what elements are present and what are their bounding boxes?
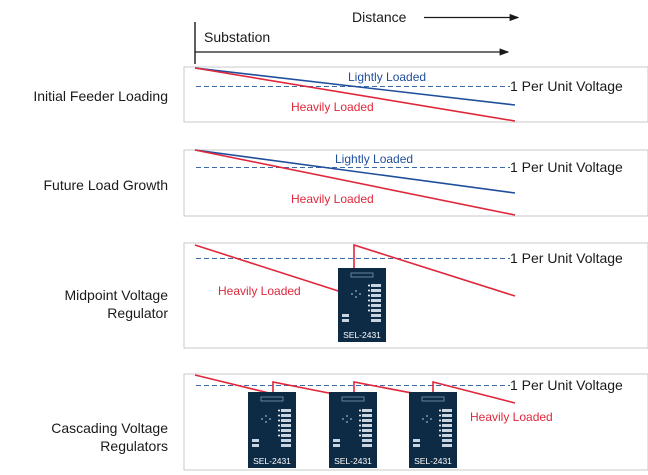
regulator-device-1: SEL-2431 <box>248 392 296 468</box>
regulator-device-2: SEL-2431 <box>329 392 377 468</box>
panel-frame <box>183 66 648 123</box>
regulator-model-label: SEL-2431 <box>334 456 372 466</box>
heavily-loaded-label: Heavily Loaded <box>218 284 301 298</box>
regulator-model-label: SEL-2431 <box>343 330 381 340</box>
panel-frame <box>183 149 648 217</box>
reference-label: 1 Per Unit Voltage <box>510 250 623 266</box>
panel-future-load-growth: Future Load Growth 1 Per Unit Voltage Li… <box>43 149 648 217</box>
panel-cascading-voltage-regulators: Cascading Voltage Regulators 1 Per Unit … <box>51 373 648 471</box>
lightly-loaded-label: Lightly Loaded <box>335 152 413 166</box>
panel-initial-feeder-loading: Initial Feeder Loading 1 Per Unit Voltag… <box>33 66 648 123</box>
panel-title-line-2: Regulator <box>107 305 168 321</box>
reference-label: 1 Per Unit Voltage <box>510 78 623 94</box>
heavily-loaded-line <box>194 149 516 216</box>
distance-label: Distance <box>352 9 407 25</box>
substation-label: Substation <box>204 29 270 45</box>
reference-label: 1 Per Unit Voltage <box>510 159 623 175</box>
panel-title-line-2: Regulators <box>100 438 168 454</box>
regulator-model-label: SEL-2431 <box>253 456 291 466</box>
panel-midpoint-voltage-regulator: Midpoint Voltage Regulator 1 Per Unit Vo… <box>64 242 648 349</box>
header: Distance Substation <box>194 9 520 64</box>
lightly-loaded-line <box>194 67 516 106</box>
lightly-loaded-line <box>194 149 516 194</box>
heavily-loaded-label: Heavily Loaded <box>291 100 374 114</box>
regulator-model-label: SEL-2431 <box>414 456 452 466</box>
reference-label: 1 Per Unit Voltage <box>510 377 623 393</box>
panel-frame <box>183 242 648 349</box>
regulator-device-3: SEL-2431 <box>409 392 457 468</box>
heavily-loaded-label: Heavily Loaded <box>470 410 553 424</box>
panel-title-line-1: Cascading Voltage <box>51 420 168 436</box>
panel-title-line-1: Midpoint Voltage <box>64 287 168 303</box>
heavily-loaded-label: Heavily Loaded <box>291 192 374 206</box>
regulator-device: SEL-2431 <box>338 268 386 342</box>
heavily-loaded-line <box>194 67 516 122</box>
panel-title: Future Load Growth <box>43 177 168 193</box>
panel-title: Initial Feeder Loading <box>33 88 168 104</box>
panel-frame <box>183 373 648 471</box>
lightly-loaded-label: Lightly Loaded <box>348 70 426 84</box>
